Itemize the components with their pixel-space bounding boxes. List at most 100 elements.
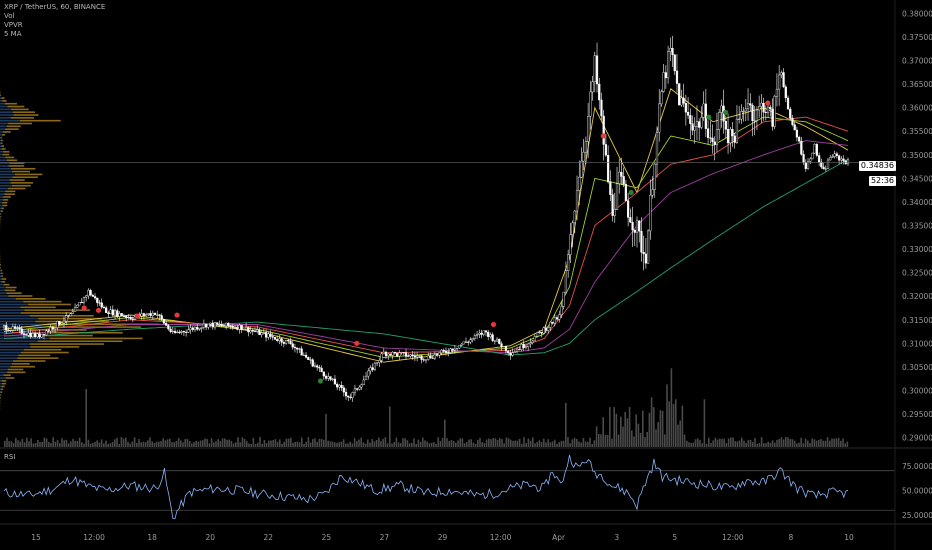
volume-bar xyxy=(8,441,10,447)
volume-bar xyxy=(765,443,767,447)
volume-bar xyxy=(397,442,400,447)
volume-bar xyxy=(461,438,464,447)
candle-body xyxy=(85,295,88,298)
candle-body xyxy=(487,331,490,337)
volume-bar xyxy=(793,440,796,447)
vpvr-bar-down xyxy=(0,216,2,218)
candle-body xyxy=(553,317,556,324)
candle-body xyxy=(18,327,21,329)
candle-body xyxy=(264,332,268,338)
candle-body xyxy=(804,162,807,169)
candle-body xyxy=(309,359,312,361)
candle-body xyxy=(813,144,816,154)
candle-body xyxy=(213,322,217,328)
candle-body xyxy=(689,115,692,124)
volume-bar xyxy=(32,443,35,447)
volume-bar xyxy=(615,413,618,447)
signal-marker xyxy=(317,378,324,384)
volume-bar xyxy=(756,443,758,447)
candle-body xyxy=(176,331,179,333)
candle-body xyxy=(393,351,397,354)
vpvr-bar-up xyxy=(0,184,12,187)
volume-bar xyxy=(138,439,140,447)
candle-body xyxy=(38,333,41,338)
candle-body xyxy=(162,318,166,324)
signal-marker xyxy=(95,307,102,313)
candle-body xyxy=(742,110,745,112)
candle-body xyxy=(724,120,727,130)
candle-body xyxy=(591,81,594,93)
vpvr-bar-up xyxy=(0,167,12,170)
candle-body xyxy=(293,346,297,349)
candle-body xyxy=(635,220,639,233)
vpvr-bar-up xyxy=(0,281,2,283)
volume-bar xyxy=(463,443,466,447)
time-tick-label: 3 xyxy=(614,533,619,542)
moving-average-line xyxy=(3,140,849,354)
volume-bar xyxy=(12,443,15,447)
volume-bar xyxy=(430,442,433,447)
time-tick-label: 5 xyxy=(672,533,677,542)
volume-bar xyxy=(653,407,655,447)
vpvr-bar-up xyxy=(0,337,50,340)
vpvr-bar-down xyxy=(1,145,5,147)
volume-bar xyxy=(472,442,475,447)
volume-bar xyxy=(646,432,648,447)
volume-bar xyxy=(283,441,285,447)
vpvr-bar-down xyxy=(11,363,30,365)
candle-body xyxy=(273,337,277,340)
candle-body xyxy=(404,352,408,357)
volume-bar xyxy=(677,424,679,447)
vpvr-bar-up xyxy=(0,128,6,130)
vpvr-bar-down xyxy=(30,346,80,348)
candle-body xyxy=(396,352,399,357)
candle-body xyxy=(142,313,146,316)
candle-body xyxy=(22,333,26,335)
candle-body xyxy=(600,99,603,117)
volume-bar xyxy=(45,438,48,447)
time-tick-label: 12:00 xyxy=(722,533,744,542)
vpvr-bar-down xyxy=(15,298,46,300)
candle-body xyxy=(267,333,270,338)
volume-bar xyxy=(17,440,19,447)
vpvr-bar-up xyxy=(0,108,12,111)
volume-bar xyxy=(417,439,420,447)
vpvr-bar-up xyxy=(0,309,25,311)
volume-bar xyxy=(771,440,774,447)
vpvr-bar-up xyxy=(0,100,3,102)
vpvr-bar-down xyxy=(7,371,26,374)
last-price-tag: 0.34836 xyxy=(858,161,896,171)
volume-bar xyxy=(331,441,334,447)
candle-body xyxy=(478,332,481,335)
candle-body xyxy=(231,326,234,328)
vpvr-bar-down xyxy=(12,360,46,362)
volume-bar xyxy=(164,440,167,447)
rsi-label: RSI xyxy=(4,453,16,461)
volume-bar xyxy=(257,442,259,447)
volume-bar xyxy=(241,437,244,447)
volume-bar xyxy=(703,399,706,447)
time-tick-label: 29 xyxy=(438,533,448,542)
vpvr-bar-down xyxy=(5,128,19,130)
volume-bar xyxy=(129,443,131,447)
vpvr-bar-down xyxy=(20,306,56,309)
candle-body xyxy=(682,97,685,104)
vpvr-bar-down xyxy=(5,286,17,289)
volume-bar xyxy=(30,438,32,447)
candle-body xyxy=(562,291,565,307)
candle-body xyxy=(289,340,292,344)
candle-body xyxy=(2,325,6,328)
vpvr-bar-up xyxy=(0,190,6,193)
vpvr-bar-down xyxy=(2,204,8,207)
volume-bar xyxy=(532,437,534,447)
vpvr-bar-down xyxy=(8,165,25,167)
volume-bar xyxy=(224,438,226,447)
legend-ma: 5 MA xyxy=(4,30,22,38)
candle-body xyxy=(649,194,652,232)
volume-bar xyxy=(186,438,189,447)
vpvr-bar-down xyxy=(10,182,33,184)
volume-bar xyxy=(87,439,90,447)
volume-bar xyxy=(169,438,171,447)
vpvr-bar-down xyxy=(0,142,3,145)
